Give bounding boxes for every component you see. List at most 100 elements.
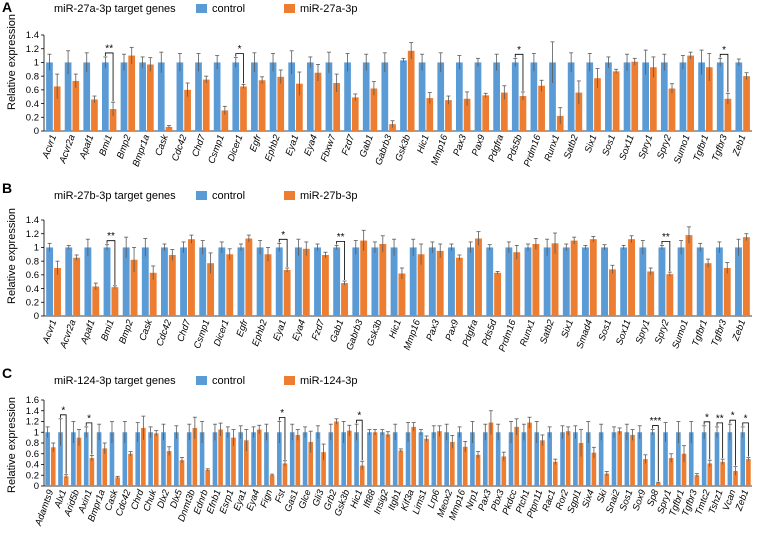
panel-b-ytick-label: 1 xyxy=(34,243,39,254)
panel-c-bar-control xyxy=(457,432,462,486)
panel-b-bar-control xyxy=(199,247,207,316)
panel-c-significance-bracket xyxy=(729,419,736,466)
panel-a-ytick-label: 0.4 xyxy=(26,99,39,110)
panel-a-bar-treated xyxy=(91,99,98,131)
panel-a-category-label: Spry1 xyxy=(637,133,656,160)
panel-b-bar-control xyxy=(620,247,628,316)
panel-b-ytick-label: 0.6 xyxy=(26,270,39,281)
panel-a-bar-control xyxy=(120,62,128,131)
panel-b-category-label: Tgfbr3 xyxy=(709,318,729,348)
panel-a-category-label: Dicer1 xyxy=(226,133,246,163)
panel-b-bar-control xyxy=(103,247,111,316)
panel-a-bar-control xyxy=(213,62,221,131)
panel-c-bar-treated xyxy=(282,463,288,486)
panel-c-significance-bracket xyxy=(652,425,659,482)
panel-c-bar-treated xyxy=(256,429,262,486)
panel-b-category-label: Gabrb3 xyxy=(344,318,365,352)
panel-a-bar-control xyxy=(176,62,184,131)
panel-c-bar-control xyxy=(611,432,617,486)
panel-c-bar-treated xyxy=(295,434,301,486)
panel-b-ytick-label: 0 xyxy=(34,311,39,322)
panel-c-bar-control xyxy=(161,432,166,486)
panel-b-bar-control xyxy=(256,247,264,316)
panel-a-bar-control xyxy=(102,62,109,131)
panel-c-bar-treated xyxy=(231,437,236,486)
panel-a-bar-treated xyxy=(463,98,471,131)
panel-b-bar-treated xyxy=(283,270,291,316)
panel-a-bar-treated xyxy=(594,78,601,131)
panel-b-category-label: Spry1 xyxy=(634,318,653,345)
panel-a-significance-bracket xyxy=(719,53,729,93)
panel-a-ytick-label: 0.8 xyxy=(26,71,39,82)
panel-a-bar-treated xyxy=(705,67,713,131)
panel-a-bar-treated xyxy=(668,88,676,131)
panel-a-bar-control xyxy=(139,62,146,131)
panel-b-bar-treated xyxy=(73,257,81,316)
panel-a-category-label: Egfr xyxy=(248,132,265,153)
panel-b-ytick-label: 1.4 xyxy=(26,215,39,226)
panel-b-bar-treated xyxy=(417,254,425,316)
panel-c-bar-treated xyxy=(115,477,120,486)
panel-a-category-label: Tgfbr3 xyxy=(710,133,730,163)
panel-a-bar-treated xyxy=(277,76,285,131)
panel-b-category-label: Sos1 xyxy=(597,318,615,342)
panel-a-bar-treated xyxy=(743,76,750,131)
panel-c-ytick-label: 0 xyxy=(34,481,39,492)
panel-c-bar-control xyxy=(379,432,385,486)
panel-b-category-label: Smad4 xyxy=(575,318,596,350)
panel-c-bar-control xyxy=(701,432,707,486)
panel-c-bar-treated xyxy=(321,452,326,486)
panel-c-bar-control xyxy=(573,432,578,486)
panel-c-bar-control xyxy=(45,432,50,486)
panel-c: C Relative expression miR-124-3p target … xyxy=(2,365,752,528)
panel-b-category-label: Pax9 xyxy=(443,318,461,343)
panel-c-bar-treated xyxy=(153,433,159,486)
panel-a-bar-treated xyxy=(128,55,136,132)
panel-b-bar-treated xyxy=(742,237,750,316)
panel-c-bar-treated xyxy=(411,426,417,486)
panel-a-ytick-label: 1.4 xyxy=(26,30,39,41)
panel-c-significance-bracket xyxy=(85,422,93,455)
panel-b-bar-control xyxy=(639,247,647,316)
panel-a-category-label: Cdc42 xyxy=(170,133,190,163)
panel-c-ytick-label: 0.4 xyxy=(26,460,39,471)
panel-b-category-label: Satb2 xyxy=(538,318,557,346)
panel-c-bar-treated xyxy=(501,456,507,486)
panel-a-category-label: Eya4 xyxy=(302,133,320,157)
panel-b-bar-treated xyxy=(513,252,521,316)
panel-b-significance-label: ** xyxy=(107,231,115,242)
panel-a-bar-treated xyxy=(202,79,210,131)
panel-b-bar-treated xyxy=(494,272,502,316)
panel-a-bar-control xyxy=(679,62,687,131)
panel-c-bar-treated xyxy=(269,475,275,486)
panel-a-category-label: Prdm16 xyxy=(522,133,544,169)
panel-a-bar-control xyxy=(567,62,575,131)
panel-b-bar-control xyxy=(735,247,742,316)
panel-c-significance-label: * xyxy=(731,411,735,422)
panel-b-significance-label: ** xyxy=(337,232,345,243)
panel-b-bar-treated xyxy=(647,271,655,316)
panel-b-category-label: Gsk3b xyxy=(365,318,385,348)
panel-c-ytick-label: 1.6 xyxy=(26,395,39,406)
panel-c-bar-treated xyxy=(540,440,545,486)
panel-a-bar-treated xyxy=(407,50,415,132)
panel-b-legend-control-swatch xyxy=(196,191,207,200)
panel-b-category-label: Gab1 xyxy=(328,318,346,344)
panel-c-significance-label: * xyxy=(61,405,65,416)
panel-c-bar-treated xyxy=(385,434,391,486)
panel-b-category-label: Fzd7 xyxy=(310,318,328,342)
panel-b-category-label: Apaf1 xyxy=(78,318,97,346)
panel-b-ytick-label: 0.2 xyxy=(26,297,39,308)
panel-b-bar-treated xyxy=(666,274,674,316)
panel-a-significance-label: * xyxy=(722,45,726,56)
panel-a-category-label: Chd7 xyxy=(190,133,208,159)
panel-a-bar-treated xyxy=(333,83,340,131)
panel-c-bar-control xyxy=(212,432,218,486)
panel-b-category-label: Pds5d xyxy=(480,318,500,348)
panel-a-bar-treated xyxy=(146,64,154,131)
panel-b-legend-control: control xyxy=(212,190,245,202)
panel-c-bar-treated xyxy=(359,465,365,486)
panel-b-bar-control xyxy=(314,247,321,316)
panel-b-bar-control xyxy=(237,247,245,316)
panel-c-bar-control xyxy=(302,432,308,486)
